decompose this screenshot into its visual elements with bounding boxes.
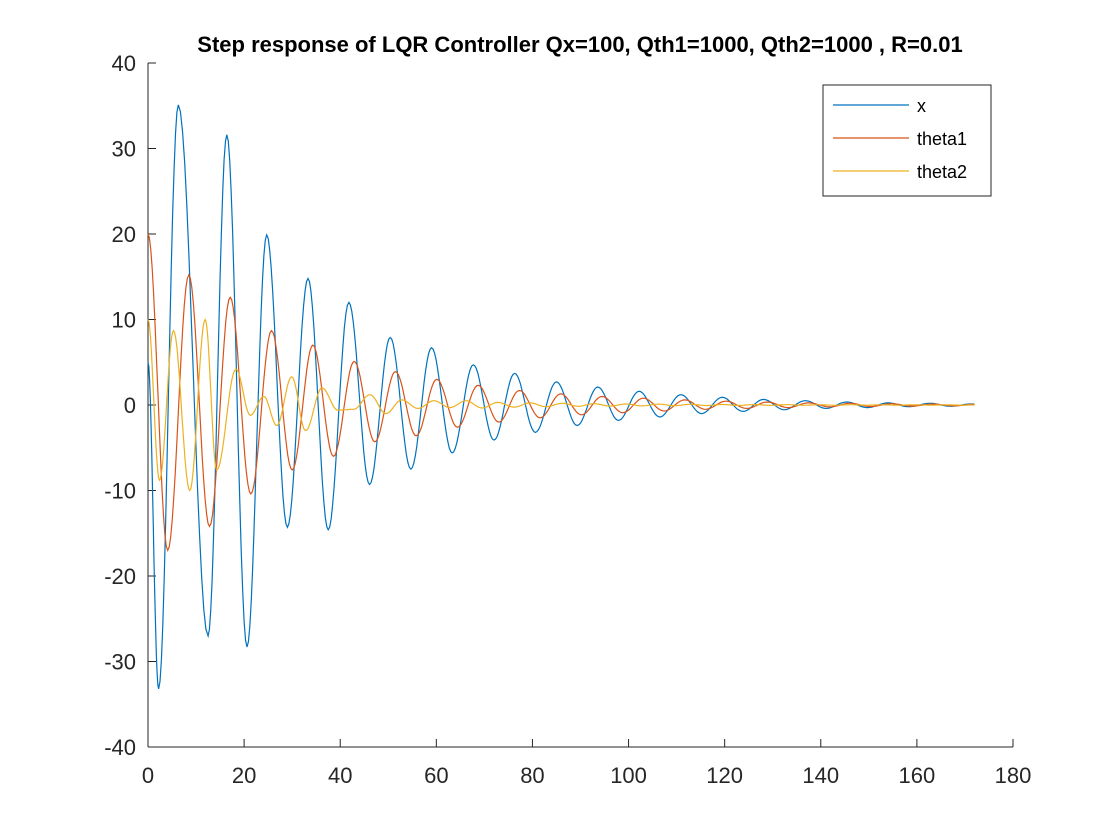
x-tick-label: 160 <box>899 763 936 788</box>
legend-label-x: x <box>917 96 926 116</box>
chart-title: Step response of LQR Controller Qx=100, … <box>197 32 962 57</box>
legend: x theta1 theta2 <box>822 84 992 197</box>
y-tick-label: -40 <box>104 735 136 760</box>
x-tick-label: 80 <box>520 763 544 788</box>
x-tick-label: 180 <box>995 763 1032 788</box>
x-tick-label: 60 <box>424 763 448 788</box>
x-tick-label: 0 <box>142 763 154 788</box>
series-line-theta1 <box>147 233 975 553</box>
series-line-theta2 <box>147 318 975 492</box>
legend-label-theta1: theta1 <box>917 129 967 149</box>
y-tick-label: 30 <box>112 137 136 162</box>
y-tick-label: -30 <box>104 650 136 675</box>
y-tick-label: 40 <box>112 51 136 76</box>
y-tick-label: 20 <box>112 222 136 247</box>
y-tick-label: 10 <box>112 308 136 333</box>
axis-ticks: 0 20 40 60 80 100 120 140 160 180 -40 -30 -20 -10 0 10 2… <box>104 51 1031 788</box>
legend-box <box>822 84 992 197</box>
legend-label-theta2: theta2 <box>917 162 967 182</box>
x-tick-label: 120 <box>706 763 743 788</box>
y-tick-label: -10 <box>104 479 136 504</box>
y-tick-label: -20 <box>104 564 136 589</box>
series-layer <box>147 104 975 690</box>
x-tick-label: 100 <box>610 763 647 788</box>
x-tick-label: 20 <box>232 763 256 788</box>
x-tick-label: 40 <box>328 763 352 788</box>
y-tick-label: 0 <box>124 393 136 418</box>
x-tick-label: 140 <box>802 763 839 788</box>
